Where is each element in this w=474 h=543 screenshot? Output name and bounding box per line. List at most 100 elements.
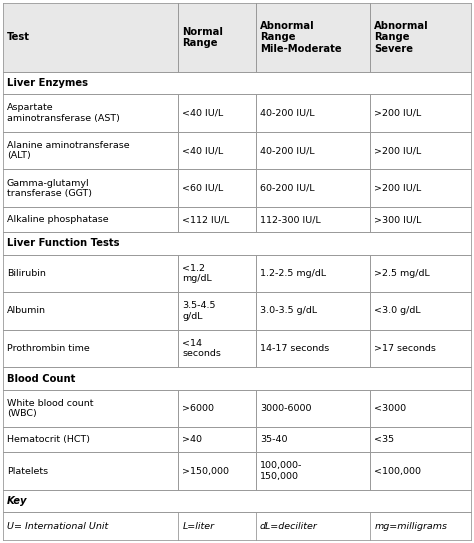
Bar: [179, 255, 255, 292]
Text: Key: Key: [7, 496, 27, 506]
Bar: [179, 132, 255, 169]
Bar: [255, 427, 370, 452]
Bar: [370, 255, 471, 292]
Text: 100,000-
150,000: 100,000- 150,000: [260, 462, 302, 481]
Text: <100,000: <100,000: [374, 466, 421, 476]
Text: <14
seconds: <14 seconds: [182, 339, 221, 358]
Bar: [3, 232, 471, 255]
Bar: [3, 72, 471, 94]
Text: 14-17 seconds: 14-17 seconds: [260, 344, 329, 353]
Bar: [3, 513, 471, 540]
Text: Blood Count: Blood Count: [7, 374, 75, 383]
Bar: [255, 3, 370, 72]
Text: Test: Test: [7, 33, 30, 42]
Bar: [255, 330, 370, 367]
Text: <40 IU/L: <40 IU/L: [182, 109, 224, 118]
Bar: [370, 3, 471, 72]
Text: mg=milligrams: mg=milligrams: [374, 522, 447, 531]
Text: >200 IU/L: >200 IU/L: [374, 146, 422, 155]
Text: Liver Function Tests: Liver Function Tests: [7, 238, 119, 248]
Bar: [255, 132, 370, 169]
Bar: [3, 94, 179, 132]
Bar: [3, 390, 179, 427]
Bar: [255, 452, 370, 490]
Text: dL=deciliter: dL=deciliter: [260, 522, 318, 531]
Text: White blood count
(WBC): White blood count (WBC): [7, 399, 93, 418]
Text: Platelets: Platelets: [7, 466, 48, 476]
Bar: [3, 452, 179, 490]
Bar: [179, 452, 255, 490]
Bar: [3, 207, 179, 232]
Bar: [3, 255, 179, 292]
Text: Alanine aminotransferase
(ALT): Alanine aminotransferase (ALT): [7, 141, 129, 160]
Bar: [179, 3, 255, 72]
Bar: [370, 390, 471, 427]
Bar: [179, 169, 255, 207]
Bar: [179, 94, 255, 132]
Text: >6000: >6000: [182, 404, 215, 413]
Text: >40: >40: [182, 435, 202, 444]
Text: <112 IU/L: <112 IU/L: [182, 215, 230, 224]
Text: 40-200 IU/L: 40-200 IU/L: [260, 109, 314, 118]
Text: <1.2
mg/dL: <1.2 mg/dL: [182, 264, 212, 283]
Bar: [370, 292, 471, 330]
Text: <60 IU/L: <60 IU/L: [182, 184, 224, 193]
Text: 60-200 IU/L: 60-200 IU/L: [260, 184, 314, 193]
Bar: [179, 330, 255, 367]
Text: Aspartate
aminotransferase (AST): Aspartate aminotransferase (AST): [7, 104, 120, 123]
Text: 3.5-4.5
g/dL: 3.5-4.5 g/dL: [182, 301, 216, 320]
Bar: [3, 427, 179, 452]
Bar: [3, 490, 471, 513]
Text: Abnormal
Range
Severe: Abnormal Range Severe: [374, 21, 429, 54]
Text: <40 IU/L: <40 IU/L: [182, 146, 224, 155]
Bar: [255, 390, 370, 427]
Text: >150,000: >150,000: [182, 466, 229, 476]
Bar: [255, 292, 370, 330]
Text: 1.2-2.5 mg/dL: 1.2-2.5 mg/dL: [260, 269, 326, 278]
Text: Liver Enzymes: Liver Enzymes: [7, 78, 88, 88]
Bar: [3, 330, 179, 367]
Text: >2.5 mg/dL: >2.5 mg/dL: [374, 269, 430, 278]
Bar: [3, 292, 179, 330]
Bar: [3, 3, 179, 72]
Text: <35: <35: [374, 435, 394, 444]
Bar: [255, 169, 370, 207]
Bar: [3, 132, 179, 169]
Text: L=liter: L=liter: [182, 522, 215, 531]
Text: 3000-6000: 3000-6000: [260, 404, 311, 413]
Text: >300 IU/L: >300 IU/L: [374, 215, 422, 224]
Bar: [370, 94, 471, 132]
Bar: [370, 169, 471, 207]
Text: Abnormal
Range
Mile-Moderate: Abnormal Range Mile-Moderate: [260, 21, 341, 54]
Text: Albumin: Albumin: [7, 306, 46, 315]
Text: 40-200 IU/L: 40-200 IU/L: [260, 146, 314, 155]
Bar: [179, 292, 255, 330]
Bar: [370, 427, 471, 452]
Text: 35-40: 35-40: [260, 435, 287, 444]
Text: Hematocrit (HCT): Hematocrit (HCT): [7, 435, 90, 444]
Bar: [255, 255, 370, 292]
Bar: [370, 330, 471, 367]
Text: >17 seconds: >17 seconds: [374, 344, 436, 353]
Text: >200 IU/L: >200 IU/L: [374, 184, 422, 193]
Text: 112-300 IU/L: 112-300 IU/L: [260, 215, 320, 224]
Bar: [179, 207, 255, 232]
Text: Gamma-glutamyl
transferase (GGT): Gamma-glutamyl transferase (GGT): [7, 179, 92, 198]
Text: <3000: <3000: [374, 404, 407, 413]
Bar: [3, 169, 179, 207]
Text: <3.0 g/dL: <3.0 g/dL: [374, 306, 421, 315]
Bar: [370, 207, 471, 232]
Bar: [179, 427, 255, 452]
Text: Alkaline phosphatase: Alkaline phosphatase: [7, 215, 109, 224]
Bar: [370, 132, 471, 169]
Text: >200 IU/L: >200 IU/L: [374, 109, 422, 118]
Bar: [3, 367, 471, 390]
Text: Prothrombin time: Prothrombin time: [7, 344, 90, 353]
Text: 3.0-3.5 g/dL: 3.0-3.5 g/dL: [260, 306, 317, 315]
Text: U= International Unit: U= International Unit: [7, 522, 108, 531]
Bar: [179, 390, 255, 427]
Bar: [255, 94, 370, 132]
Bar: [370, 452, 471, 490]
Bar: [255, 207, 370, 232]
Text: Bilirubin: Bilirubin: [7, 269, 46, 278]
